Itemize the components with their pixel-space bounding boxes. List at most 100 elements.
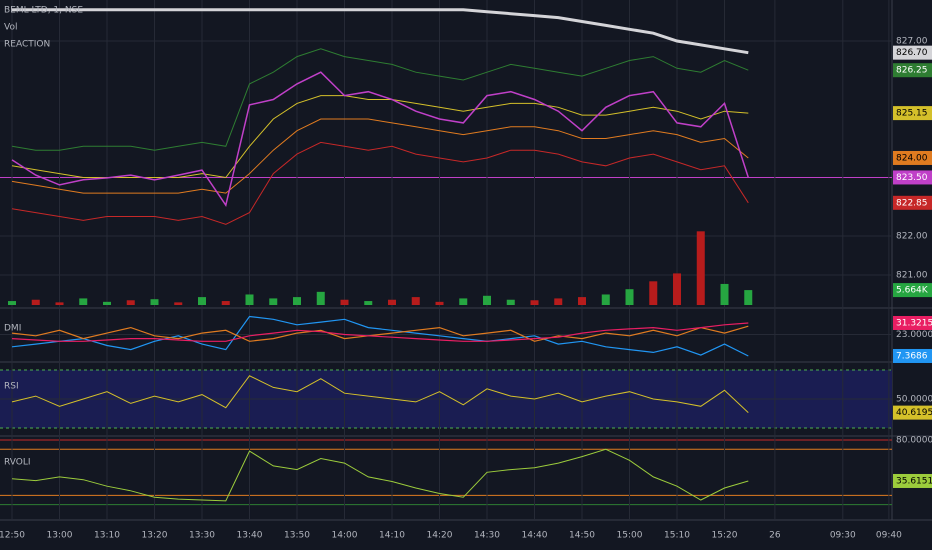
y-tick-label: 80.0000: [896, 436, 932, 446]
volume-bar: [696, 231, 705, 305]
x-tick-label: 13:50: [284, 531, 310, 541]
volume-bar: [340, 299, 349, 305]
x-tick-label: 13:20: [142, 531, 168, 541]
series-line: [11, 322, 749, 342]
volume-bar: [55, 302, 64, 305]
volume-bar: [364, 301, 373, 305]
y-tick-label: 821.00: [896, 270, 928, 280]
volume-bar: [103, 301, 112, 305]
pane-title: BEML LTD, 1, NSE: [4, 6, 83, 16]
volume-bar: [150, 299, 159, 305]
y-tick-label: 50.0000: [896, 395, 932, 405]
x-tick-label: 14:10: [379, 531, 405, 541]
last-value-box: [893, 45, 932, 60]
last-value-label: 826.25: [896, 66, 928, 76]
volume-bar: [31, 299, 40, 305]
last-value-box: [893, 170, 932, 185]
volume-bar: [506, 299, 515, 305]
volume-bar: [293, 297, 302, 305]
x-tick-label: 13:00: [47, 531, 73, 541]
y-tick-label: 23.0000: [896, 330, 932, 340]
volume-bar: [245, 294, 254, 305]
x-tick-label: 26: [769, 531, 781, 541]
x-tick-label: 13:40: [237, 531, 263, 541]
volume-bar: [530, 300, 539, 305]
pane-title: Vol: [4, 23, 17, 33]
volume-bar: [221, 301, 230, 305]
x-tick-label: 15:00: [617, 531, 643, 541]
series-line: [11, 375, 749, 413]
x-tick-label: 09:30: [830, 531, 856, 541]
y-tick-label: 822.00: [896, 231, 928, 241]
volume-bar: [601, 294, 610, 305]
indicator-title: REACTION: [4, 40, 50, 50]
data-layer: [7, 8, 753, 502]
volume-bar: [578, 297, 587, 305]
volume-bar: [411, 297, 420, 305]
volume-bar: [483, 295, 492, 305]
last-value-label: 40.6195: [896, 408, 932, 418]
last-value-box: [893, 106, 932, 121]
series-line: [11, 448, 749, 502]
last-value-box: [893, 315, 932, 330]
series-line: [11, 118, 749, 194]
volume-bar: [459, 298, 468, 305]
volume-bar: [174, 302, 183, 305]
pane-title: DMI: [4, 324, 21, 334]
x-tick-label: 09:40: [876, 531, 902, 541]
last-value-box: [893, 195, 932, 210]
x-tick-label: 14:40: [522, 531, 548, 541]
last-value-label: 31.3215: [896, 318, 932, 328]
pane-title: RSI: [4, 382, 19, 392]
x-tick-label: 14:50: [569, 531, 595, 541]
series-line: [12, 8, 749, 55]
volume-bar: [126, 300, 135, 305]
volume-bar: [625, 289, 634, 305]
volume-bar: [649, 281, 658, 305]
x-tick-label: 15:10: [664, 531, 690, 541]
series-line: [11, 141, 749, 225]
x-tick-label: 14:30: [474, 531, 500, 541]
volume-bar: [673, 273, 682, 305]
series-line: [11, 325, 749, 342]
series-line: [11, 315, 749, 357]
x-tick-label: 13:30: [189, 531, 215, 541]
last-value-box: [893, 348, 932, 363]
x-tick-label: 12:50: [0, 531, 25, 541]
last-value-box: [893, 473, 932, 488]
volume-bar: [198, 297, 207, 305]
grid-layer: 827.00 822.00 821.00 23.0000 50.0000 80.0000: [0, 0, 932, 520]
x-tick-label: 14:00: [332, 531, 358, 541]
x-tick-label: 13:10: [94, 531, 120, 541]
last-value-label: 823.50: [896, 173, 928, 183]
last-value-box: [893, 63, 932, 78]
series-line: [11, 95, 749, 179]
x-tick-label: 14:20: [427, 531, 453, 541]
last-value-label: 824.00: [896, 153, 928, 163]
volume-bar: [554, 298, 563, 305]
last-value-label: 5.664K: [896, 286, 929, 296]
last-value-box: [893, 150, 932, 165]
last-value-box: [893, 405, 932, 420]
volume-bar: [435, 301, 444, 305]
last-value-label: 35.6151: [896, 476, 932, 486]
volume-bar: [316, 291, 325, 305]
series-line: [11, 71, 750, 208]
volume-bar: [269, 298, 278, 305]
volume-bar: [388, 299, 397, 305]
volume-bar: [79, 298, 88, 305]
last-value-label: 825.15: [896, 109, 928, 119]
last-value-box: [893, 283, 932, 298]
last-value-label: 826.70: [896, 48, 928, 58]
volume-bar: [720, 283, 729, 305]
series-line: [11, 48, 749, 151]
label-layer: 826.70 826.25 825.15 824.00 822.85 823.50 BEML…: [0, 6, 932, 541]
last-value-label: 7.3686: [896, 351, 928, 361]
last-value-label: 822.85: [896, 198, 928, 208]
y-tick-label: 827.00: [896, 36, 928, 46]
pane-title: RVOLI: [4, 458, 31, 468]
price-axis-bg: [892, 0, 932, 550]
volume-bar: [7, 301, 16, 305]
x-tick-label: 15:20: [712, 531, 738, 541]
